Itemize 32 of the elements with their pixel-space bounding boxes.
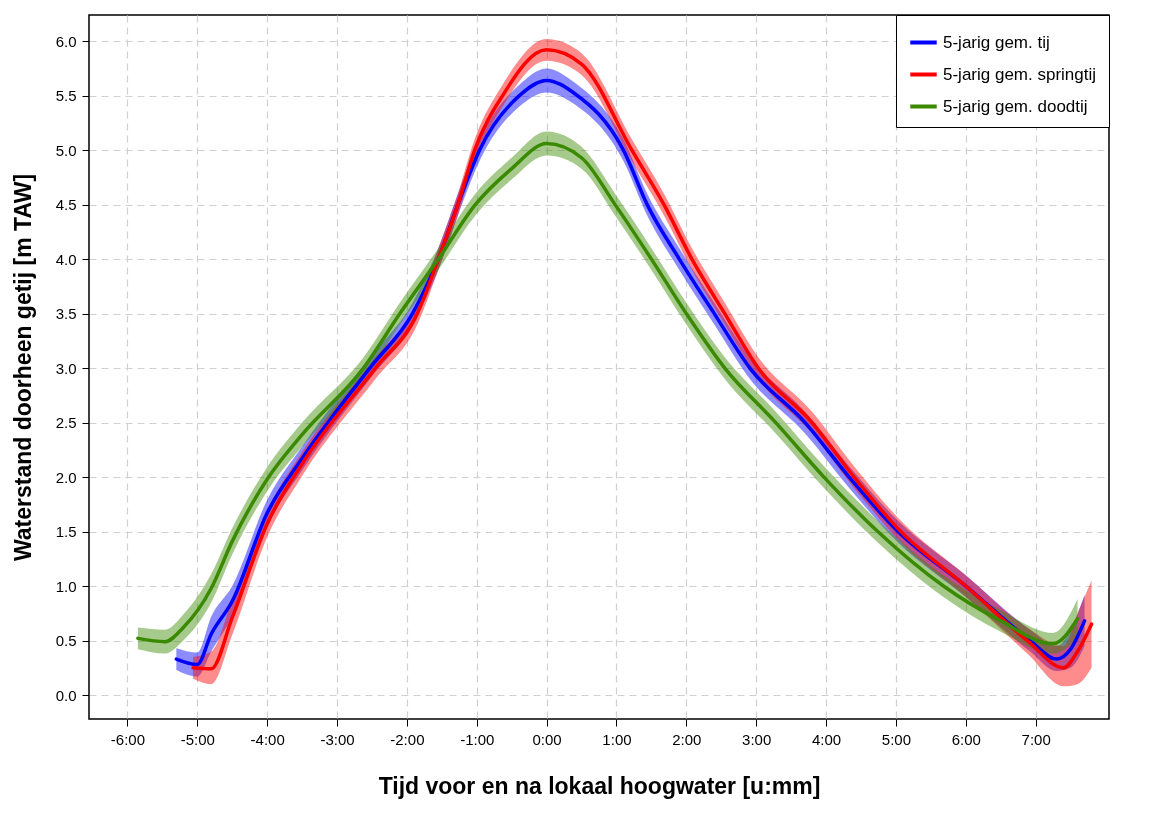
y-tick-label: 2.0 (55, 468, 77, 486)
x-tick-label: -3:00 (320, 730, 355, 748)
x-tick-label: 2:00 (672, 730, 702, 748)
x-tick-label: -5:00 (180, 730, 215, 748)
x-tick-label: 1:00 (602, 730, 632, 748)
y-tick-label: 1.5 (55, 523, 77, 541)
y-tick-label: 6.0 (55, 32, 77, 50)
x-tick-label: -2:00 (390, 730, 425, 748)
y-tick-label: 3.0 (55, 359, 77, 377)
y-axis-title: Waterstand doorheen getij [m TAW] (9, 173, 36, 562)
y-tick-label: 4.0 (55, 250, 77, 268)
y-tick-label: 2.5 (55, 414, 77, 432)
x-tick-label: 0:00 (532, 730, 562, 748)
x-tick-label: 7:00 (1021, 730, 1051, 748)
x-tick-label: 4:00 (811, 730, 842, 748)
y-tick-label: 5.5 (55, 87, 77, 105)
y-tick-label: 3.5 (55, 305, 77, 323)
x-tick-label: 6:00 (951, 730, 981, 748)
y-tick-label: 0.5 (55, 632, 77, 650)
x-axis-title: Tijd voor en na lokaal hoogwater [u:mm] (378, 772, 821, 799)
y-tick-label: 4.5 (55, 196, 77, 214)
x-tick-label: 3:00 (742, 730, 772, 748)
x-tick-label: 5:00 (881, 730, 912, 748)
y-tick-label: 1.0 (55, 577, 77, 595)
legend-label: 5-jarig gem. springtij (943, 64, 1097, 84)
x-tick-label: -6:00 (110, 730, 146, 748)
y-tick-label: 0.0 (55, 686, 77, 704)
legend-label: 5-jarig gem. tij (943, 32, 1050, 52)
legend-label: 5-jarig gem. doodtij (943, 96, 1088, 116)
x-tick-label: -1:00 (460, 730, 495, 748)
y-tick-label: 5.0 (55, 141, 77, 159)
x-tick-label: -4:00 (250, 730, 285, 748)
